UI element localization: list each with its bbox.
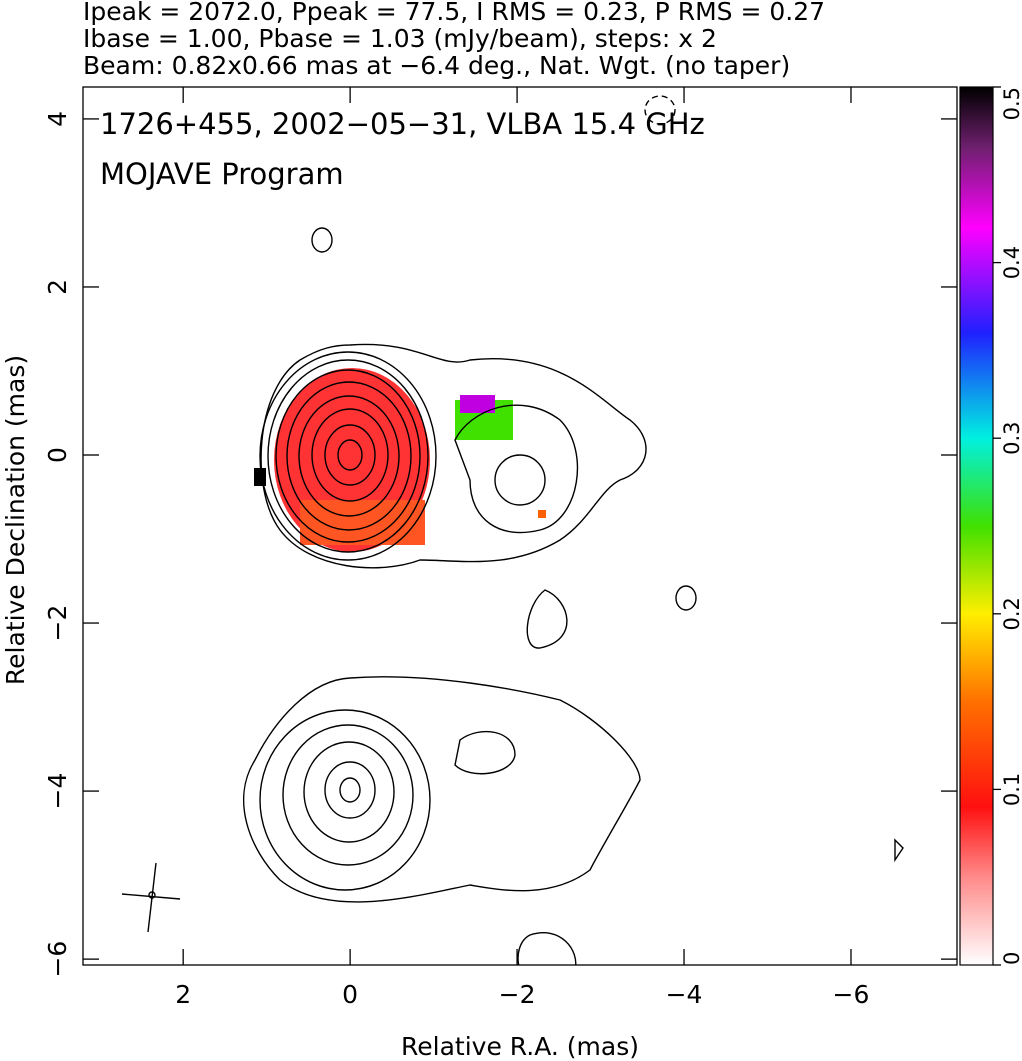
x-tick-label: −6 xyxy=(833,980,870,1009)
x-tick-label: 2 xyxy=(175,980,191,1009)
header-line: Ipeak = 2072.0, Ppeak = 77.5, I RMS = 0.… xyxy=(83,0,825,26)
polarization-region xyxy=(538,510,546,518)
y-tick-label: −6 xyxy=(43,941,72,978)
colorbar-tick-label: 0.2 xyxy=(1000,597,1022,630)
y-tick-label: 0 xyxy=(43,447,72,463)
polarization-region xyxy=(254,468,266,486)
polarization-region xyxy=(460,395,495,413)
colorbar-tick-label: 0 xyxy=(1000,952,1022,965)
y-tick-label: 2 xyxy=(43,279,72,295)
plot-frame xyxy=(82,86,958,966)
header-line: Ibase = 1.00, Pbase = 1.03 (mJy/beam), s… xyxy=(83,24,717,53)
colorbar-tick-label: 0.3 xyxy=(1000,421,1022,454)
colorbar-tick-label: 0.4 xyxy=(1000,246,1022,279)
plot-subtitle: MOJAVE Program xyxy=(100,157,344,191)
plot-title: 1726+455, 2002−05−31, VLBA 15.4 GHz xyxy=(100,107,705,141)
x-tick-label: −2 xyxy=(499,980,536,1009)
header-line: Beam: 0.82x0.66 mas at −6.4 deg., Nat. W… xyxy=(83,51,790,80)
y-tick-label: −2 xyxy=(43,605,72,642)
y-axis-label: Relative Declination (mas) xyxy=(1,355,30,685)
y-tick-label: 4 xyxy=(43,111,72,127)
x-tick-label: −4 xyxy=(666,980,703,1009)
x-tick-label: 0 xyxy=(342,980,358,1009)
y-tick-label: −4 xyxy=(43,773,72,810)
colorbar xyxy=(959,86,994,966)
map xyxy=(121,95,904,965)
colorbar-tick-label: 0.5 xyxy=(1000,87,1022,120)
x-axis-label: Relative R.A. (mas) xyxy=(401,1032,639,1061)
colorbar-tick-label: 0.1 xyxy=(1000,773,1022,806)
